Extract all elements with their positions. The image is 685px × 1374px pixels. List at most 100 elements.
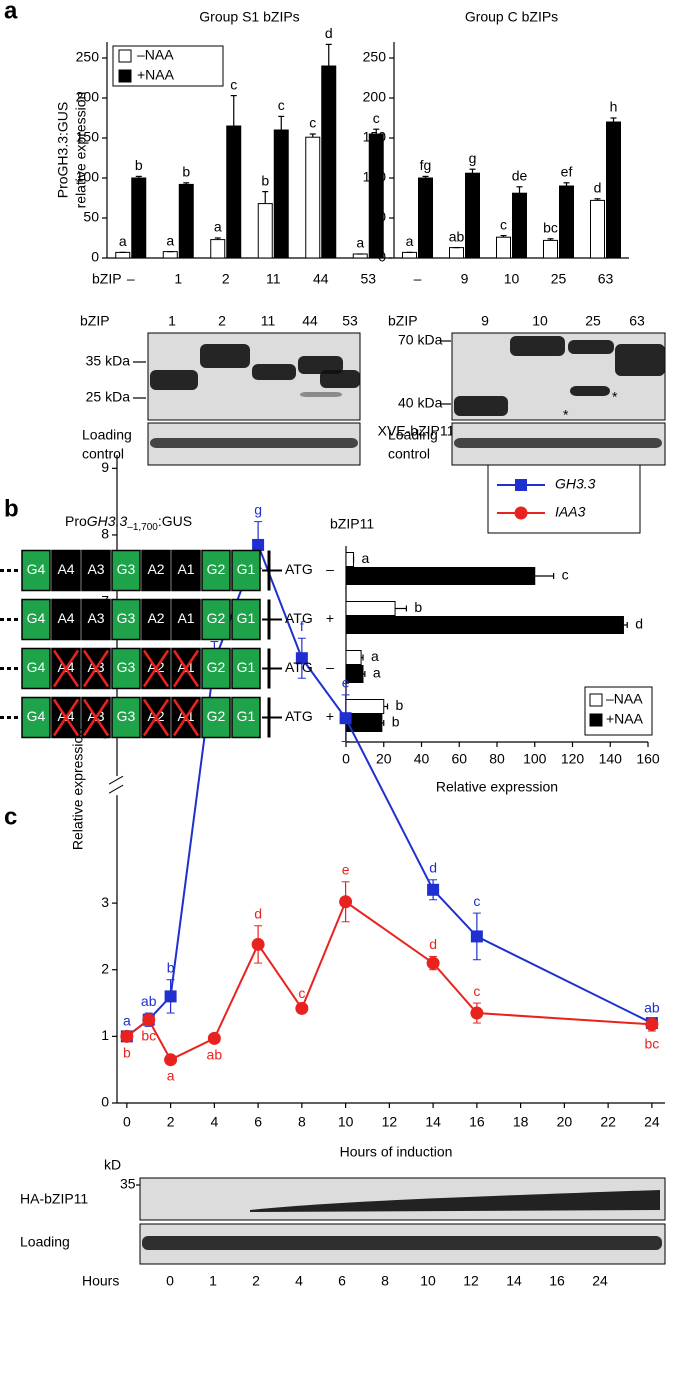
marker: [426, 956, 440, 970]
loading-label: control: [388, 446, 430, 462]
significance-letter: b: [396, 697, 404, 713]
x-tick-label: 16: [469, 1114, 485, 1130]
x-tick-label: 6: [254, 1114, 262, 1130]
blot-label: bZIP: [388, 313, 418, 329]
lane-label: 63: [629, 313, 645, 329]
bar: [465, 172, 480, 259]
blot-band: [142, 1236, 662, 1250]
construct-title-part: :GUS: [158, 513, 192, 529]
lane-label: 1: [209, 1273, 217, 1289]
bar: [321, 65, 337, 259]
blot-band: [200, 344, 250, 368]
cis-element-label: G1: [237, 659, 256, 675]
mutation-cross: [52, 698, 80, 737]
x-axis-label: Relative expression: [436, 779, 558, 795]
cis-element-label: A4: [57, 610, 74, 626]
blot-band: [252, 364, 296, 380]
bar: [543, 239, 558, 259]
legend-swatch: [589, 693, 603, 707]
x-tick-label: 1: [174, 271, 182, 287]
lane-label: 0: [166, 1273, 174, 1289]
mutation-cross: [82, 649, 110, 688]
y-tick-label: 2: [101, 960, 109, 976]
marker: [470, 1006, 484, 1020]
marker: [120, 1029, 134, 1043]
significance-letter: c: [230, 76, 237, 92]
panel-label: b: [4, 495, 19, 522]
marker: [142, 1013, 156, 1027]
y-axis-label: relative expression: [73, 92, 89, 209]
marker: [427, 883, 440, 896]
x-tick-label: 40: [414, 751, 430, 767]
bar: [115, 251, 131, 259]
cis-element: [231, 598, 261, 641]
bar: [559, 185, 574, 259]
x-tick-label: 22: [600, 1114, 616, 1130]
blot-band: [298, 356, 343, 374]
y-tick-label: 250: [76, 49, 100, 65]
significance-letter: ab: [644, 999, 660, 1015]
x-tick-label: 140: [599, 751, 623, 767]
y-axis-label: Relative expression: [70, 728, 86, 850]
cis-element: [141, 598, 171, 641]
significance-letter: a: [356, 235, 364, 251]
x-tick-label: 80: [489, 751, 505, 767]
bar: [402, 251, 417, 259]
x-tick-label: 2: [222, 271, 230, 287]
lane-label: 4: [295, 1273, 303, 1289]
bar: [345, 601, 396, 616]
marker: [295, 1001, 309, 1015]
y-tick-label: 150: [363, 129, 387, 145]
size-marker: 35: [120, 1176, 136, 1192]
cis-element-label: G2: [207, 659, 226, 675]
chart-title: bZIP11: [330, 516, 374, 532]
x-tick-label: 60: [451, 751, 467, 767]
legend-swatch: [118, 69, 132, 83]
series-line: [126, 900, 652, 1062]
bar: [345, 699, 385, 714]
x-tick-label: 10: [504, 271, 520, 287]
significance-letter: g: [254, 501, 262, 517]
x-tick-label: 0: [123, 1114, 131, 1130]
cis-element-label: G2: [207, 561, 226, 577]
lane-label: 2: [252, 1273, 260, 1289]
x-tick-label: 4: [210, 1114, 218, 1130]
loading-label: control: [82, 446, 124, 462]
cis-element-label: G3: [117, 708, 136, 724]
significance-letter: g: [469, 150, 477, 166]
marker: [164, 990, 177, 1003]
size-marker: 25 kDa: [86, 389, 131, 405]
significance-letter: a: [119, 233, 127, 249]
lane-label: 10: [420, 1273, 436, 1289]
cis-element: [201, 647, 231, 690]
blot-band: [510, 336, 565, 356]
y-tick-label: 100: [76, 169, 100, 185]
legend-label: +NAA: [137, 67, 175, 83]
significance-letter: d: [325, 25, 333, 41]
significance-letter: d: [429, 936, 437, 952]
unit-label: kD: [104, 1157, 121, 1173]
cis-element-label: G1: [237, 561, 256, 577]
significance-letter: e: [342, 675, 350, 691]
significance-letter: ef: [561, 164, 573, 180]
bar: [496, 236, 511, 259]
significance-letter: d: [635, 616, 643, 632]
significance-letter: c: [473, 893, 480, 909]
bar: [273, 129, 289, 259]
bar: [352, 253, 368, 259]
blot-band: [454, 396, 508, 416]
significance-letter: b: [182, 164, 190, 180]
significance-letter: bc: [141, 1028, 156, 1044]
blot-label: HA-bZIP11: [20, 1191, 88, 1207]
construct-title: ProGH3.3–1,700:GUS: [65, 513, 192, 533]
blot-band: [615, 344, 665, 376]
mutation-cross: [142, 698, 170, 737]
significance-letter: b: [414, 599, 422, 615]
marker: [339, 895, 353, 909]
significance-letter: a: [406, 233, 414, 249]
legend-label: GH3.3: [555, 476, 596, 492]
significance-letter: d: [429, 859, 437, 875]
panel-label: a: [4, 0, 18, 24]
significance-letter: b: [123, 1044, 131, 1060]
